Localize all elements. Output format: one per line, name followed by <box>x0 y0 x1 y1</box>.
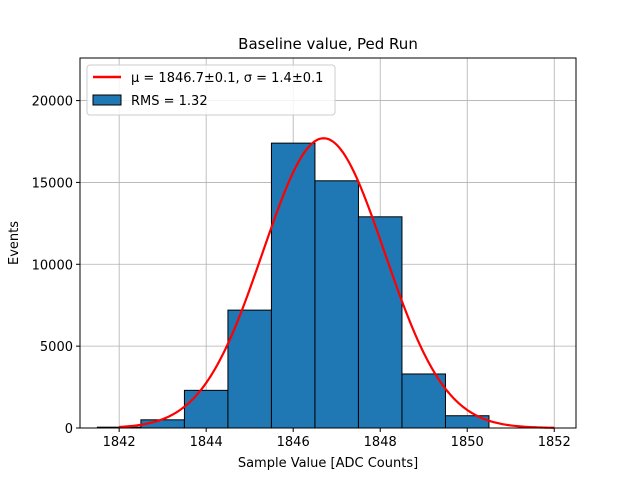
x-axis-label: Sample Value [ADC Counts] <box>238 456 418 471</box>
y-tick-label: 0 <box>65 422 73 437</box>
x-tick-label: 1842 <box>103 435 136 450</box>
fit-curve-layer <box>119 137 555 429</box>
y-tick-label: 15000 <box>32 176 73 191</box>
legend-bar-swatch <box>92 94 122 106</box>
x-tick-label: 1852 <box>538 435 571 450</box>
x-axis-ticks: 1842 1844 1846 1848 1850 1852 <box>103 428 571 450</box>
y-tick-label: 5000 <box>40 340 73 355</box>
x-tick-label: 1848 <box>364 435 397 450</box>
y-tick-label: 10000 <box>32 258 73 273</box>
histogram-bar <box>183 389 229 429</box>
legend-rms-label: RMS = 1.32 <box>131 94 208 109</box>
x-tick-label: 1844 <box>190 435 223 450</box>
x-tick-label: 1850 <box>451 435 484 450</box>
y-axis-ticks: 0 5000 10000 15000 20000 <box>32 95 80 437</box>
legend-fit-label: μ = 1846.7±0.1, σ = 1.4±0.1 <box>131 71 323 86</box>
histogram-bars <box>96 142 490 429</box>
y-tick-label: 20000 <box>32 95 73 110</box>
plot-frame <box>79 57 577 429</box>
chart-title: Baseline value, Ped Run <box>238 35 418 53</box>
histogram-bar <box>401 373 446 429</box>
histogram-bar <box>270 142 316 429</box>
gaussian-fit-line <box>119 137 555 429</box>
legend: μ = 1846.7±0.1, σ = 1.4±0.1 RMS = 1.32 <box>86 64 336 116</box>
histogram-bar <box>357 216 403 429</box>
legend-box <box>86 64 336 116</box>
x-tick-label: 1846 <box>277 435 310 450</box>
y-axis-label: Events <box>7 221 22 265</box>
histogram-bar <box>314 180 359 429</box>
